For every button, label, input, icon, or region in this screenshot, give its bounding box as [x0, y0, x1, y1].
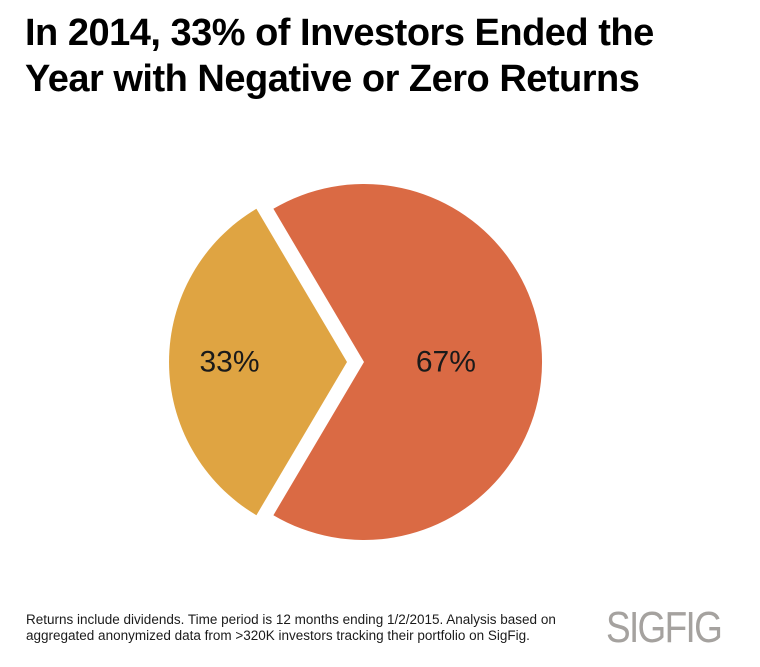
- pie-slice-positive-returns: [273, 184, 543, 540]
- chart-title-line-1: In 2014, 33% of Investors Ended the: [25, 12, 654, 54]
- sigfig-logo: SIGFIG: [606, 603, 723, 652]
- footnote-line-2: aggregated anonymized data from >320K in…: [26, 627, 530, 643]
- footnote: Returns include dividends. Time period i…: [26, 612, 596, 643]
- chart-title-line-2: Year with Negative or Zero Returns: [25, 58, 640, 100]
- pie-slice-negative-or-zero-returns: [169, 208, 347, 516]
- pie-label-positive-returns: 67%: [416, 346, 476, 379]
- pie-label-negative-or-zero-returns: 33%: [199, 346, 259, 379]
- footnote-line-1: Returns include dividends. Time period i…: [26, 612, 556, 627]
- chart-title: In 2014, 33% of Investors Ended the Year…: [25, 10, 745, 102]
